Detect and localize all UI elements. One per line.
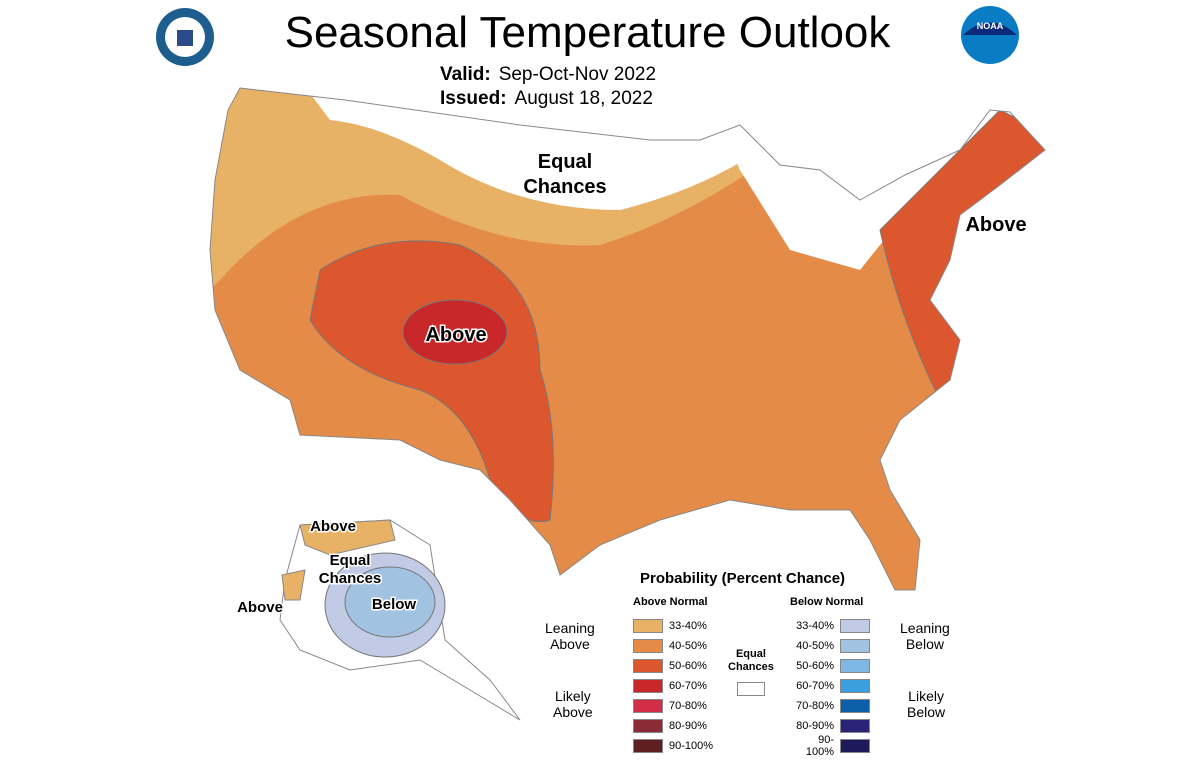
swatch bbox=[633, 699, 663, 713]
swatch bbox=[633, 639, 663, 653]
alaska bbox=[279, 519, 521, 721]
swatch bbox=[633, 659, 663, 673]
legend-above-5: 80-90% bbox=[633, 719, 707, 733]
above-header: Above Normal bbox=[633, 596, 708, 608]
legend-below-2: 50-60% bbox=[790, 659, 870, 673]
below-header: Below Normal bbox=[790, 596, 864, 608]
label-above-northeast: Above bbox=[965, 214, 1026, 236]
label-ak-below: Below bbox=[372, 596, 417, 613]
label-ak-above-west: Above bbox=[237, 599, 283, 616]
swatch bbox=[633, 719, 663, 733]
legend-above-6: 90-100% bbox=[633, 739, 713, 753]
likely-above: Likely Above bbox=[553, 688, 593, 720]
swatch bbox=[840, 619, 870, 633]
swatch bbox=[840, 719, 870, 733]
alaska-region-below-40-50 bbox=[344, 566, 436, 638]
swatch bbox=[840, 699, 870, 713]
label-above-central: Above bbox=[425, 324, 486, 346]
legend-below-1: 40-50% bbox=[790, 639, 870, 653]
legend-above-3: 60-70% bbox=[633, 679, 707, 693]
alaska-region-above-north bbox=[299, 519, 396, 556]
legend-title: Probability (Percent Chance) bbox=[640, 570, 846, 587]
legend-below-0: 33-40% bbox=[790, 619, 870, 633]
leaning-below: Leaning Below bbox=[900, 620, 950, 652]
legend-above-4: 70-80% bbox=[633, 699, 707, 713]
swatch bbox=[633, 739, 663, 753]
issued-value: August 18, 2022 bbox=[514, 88, 653, 109]
swatch bbox=[840, 679, 870, 693]
legend-above-1: 40-50% bbox=[633, 639, 707, 653]
swatch bbox=[840, 639, 870, 653]
conus-outline bbox=[209, 87, 1046, 591]
likely-below: Likely Below bbox=[907, 688, 946, 720]
doc-seal-logo bbox=[156, 8, 214, 66]
legend-above-2: 50-60% bbox=[633, 659, 707, 673]
label-ak-equal: Equal bbox=[330, 552, 371, 569]
noaa-logo: NOAA bbox=[961, 6, 1019, 64]
swatch bbox=[633, 679, 663, 693]
legend-below-5: 80-90% bbox=[790, 719, 870, 733]
issued-line: Issued: August 18, 2022 bbox=[440, 88, 653, 109]
legend-below-4: 70-80% bbox=[790, 699, 870, 713]
label-ak-above-north: Above bbox=[310, 518, 356, 535]
swatch bbox=[633, 619, 663, 633]
region-60-70 bbox=[402, 299, 508, 365]
legend-below-3: 60-70% bbox=[790, 679, 870, 693]
page-title: Seasonal Temperature Outlook bbox=[284, 8, 891, 57]
alaska-region-above-west bbox=[281, 569, 306, 601]
valid-line: Valid: Sep-Oct-Nov 2022 bbox=[440, 64, 657, 85]
swatch bbox=[840, 659, 870, 673]
equal-chances: Equal Chances bbox=[728, 648, 774, 696]
label-equal-chances: Equal bbox=[538, 151, 592, 173]
svg-text:Chances: Chances bbox=[319, 570, 382, 587]
leaning-above: Leaning Above bbox=[545, 620, 595, 652]
valid-value: Sep-Oct-Nov 2022 bbox=[498, 64, 657, 85]
svg-text:Chances: Chances bbox=[523, 176, 606, 198]
svg-text:NOAA: NOAA bbox=[977, 21, 1004, 31]
legend: Probability (Percent Chance) Above Norma… bbox=[545, 570, 965, 765]
legend-above-0: 33-40% bbox=[633, 619, 707, 633]
legend-below-6: 90-100% bbox=[790, 734, 870, 758]
swatch bbox=[840, 739, 870, 753]
